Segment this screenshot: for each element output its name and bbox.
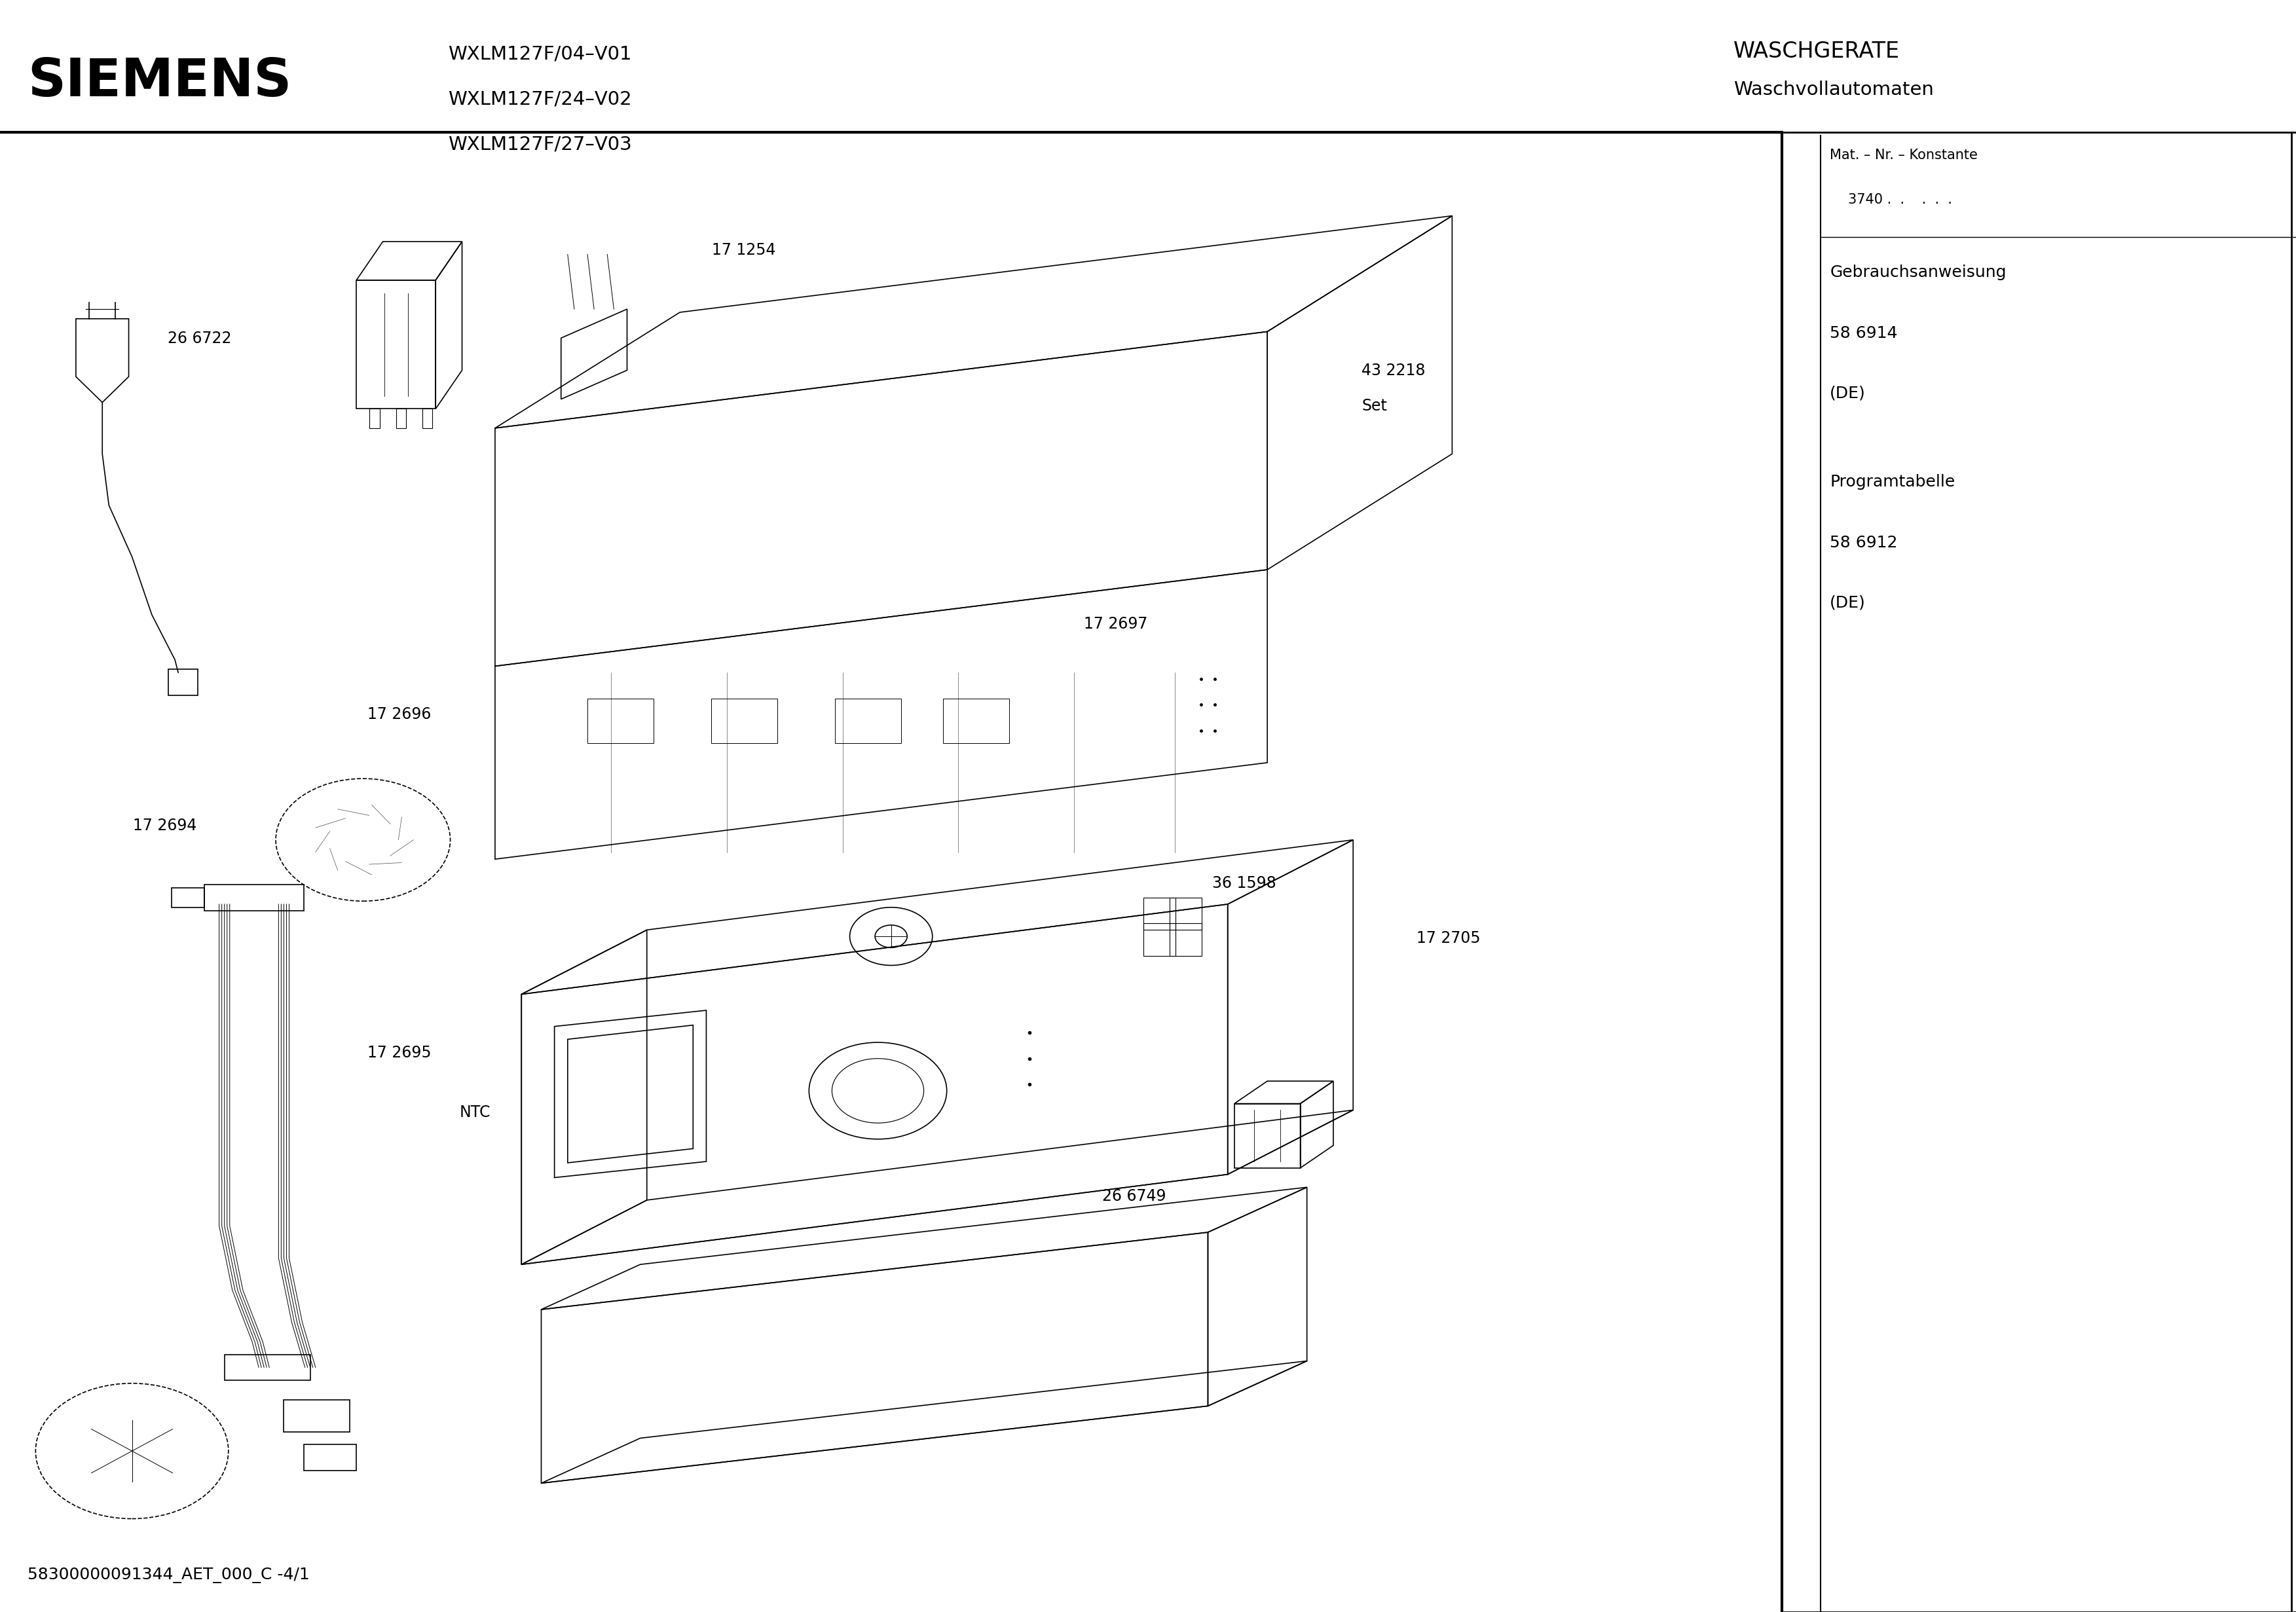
Text: Set: Set — [1362, 398, 1387, 414]
Text: Gebrauchsanweisung: Gebrauchsanweisung — [1830, 264, 2007, 280]
Text: (DE): (DE) — [1830, 385, 1867, 401]
Text: NTC: NTC — [459, 1104, 491, 1120]
Text: WASCHGERATE: WASCHGERATE — [1733, 40, 1899, 61]
Text: Waschvollautomaten: Waschvollautomaten — [1733, 81, 1933, 98]
Text: 58300000091344_AET_000_C -4/1: 58300000091344_AET_000_C -4/1 — [28, 1567, 310, 1583]
Text: Mat. – Nr. – Konstante: Mat. – Nr. – Konstante — [1830, 148, 1977, 161]
Text: 58 6912: 58 6912 — [1830, 535, 1899, 551]
Text: WXLM127F/04–V01: WXLM127F/04–V01 — [448, 45, 631, 63]
Text: 17 2696: 17 2696 — [367, 706, 432, 722]
Text: 43 2218: 43 2218 — [1362, 363, 1426, 379]
Text: WXLM127F/27–V03: WXLM127F/27–V03 — [448, 135, 631, 153]
Text: 3740 .  .    .  .  .: 3740 . . . . . — [1848, 193, 1952, 206]
Text: SIEMENS: SIEMENS — [28, 56, 292, 108]
Text: WXLM127F/24–V02: WXLM127F/24–V02 — [448, 90, 631, 108]
Text: 17 2705: 17 2705 — [1417, 930, 1481, 946]
Text: 58 6914: 58 6914 — [1830, 326, 1899, 342]
Text: 17 1254: 17 1254 — [712, 242, 776, 258]
Text: 17 2697: 17 2697 — [1084, 616, 1148, 632]
Text: Programtabelle: Programtabelle — [1830, 474, 1956, 490]
Text: 26 6749: 26 6749 — [1102, 1188, 1166, 1204]
Text: 17 2694: 17 2694 — [133, 817, 197, 833]
Text: 17 2695: 17 2695 — [367, 1045, 432, 1061]
Text: (DE): (DE) — [1830, 595, 1867, 611]
Text: 36 1598: 36 1598 — [1212, 875, 1277, 891]
Text: 26 6722: 26 6722 — [168, 330, 232, 347]
